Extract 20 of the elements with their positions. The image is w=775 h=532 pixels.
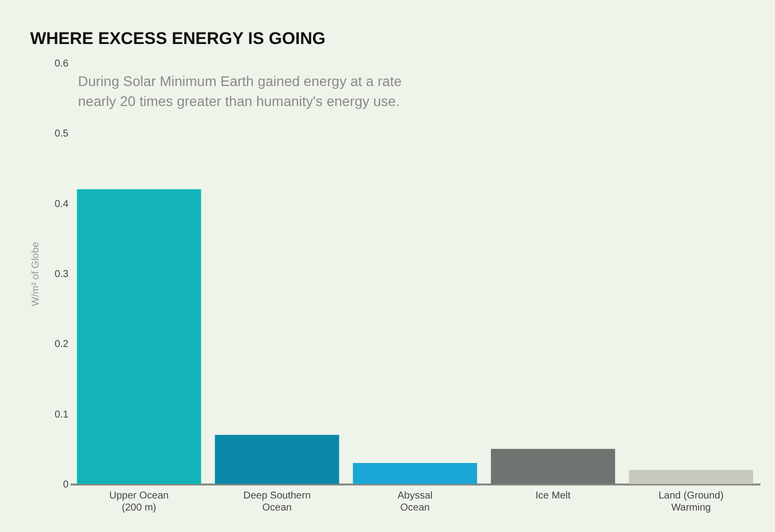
x-tick-label: Upper Ocean (200 m) — [109, 490, 169, 514]
x-tick-label: Deep Southern Ocean — [243, 490, 311, 514]
bar — [490, 448, 616, 484]
x-tick-label: Ice Melt — [535, 490, 571, 502]
bar — [214, 434, 340, 484]
y-tick-label: 0.2 — [54, 339, 69, 350]
bar — [352, 462, 478, 484]
x-tick-label: Abyssal Ocean — [397, 490, 433, 514]
annotation: During Solar Minimum Earth gained energy at a rate nearly 20 times greater than humanity's energy use. — [78, 73, 402, 109]
y-tick-label: 0.1 — [54, 409, 69, 420]
x-tick-label: Land (Ground) Warming — [658, 490, 724, 514]
y-axis-title: W/m² of Globe — [30, 241, 42, 306]
bar — [76, 189, 202, 484]
y-tick-label: 0.3 — [54, 269, 69, 280]
bar — [628, 470, 754, 484]
y-tick-label: 0 — [62, 480, 69, 490]
y-tick-label: 0.6 — [54, 58, 69, 70]
chart-title: WHERE EXCESS ENERGY IS GOING — [30, 29, 326, 48]
y-tick-label: 0.4 — [54, 198, 69, 210]
y-tick-label: 0.5 — [54, 128, 69, 140]
